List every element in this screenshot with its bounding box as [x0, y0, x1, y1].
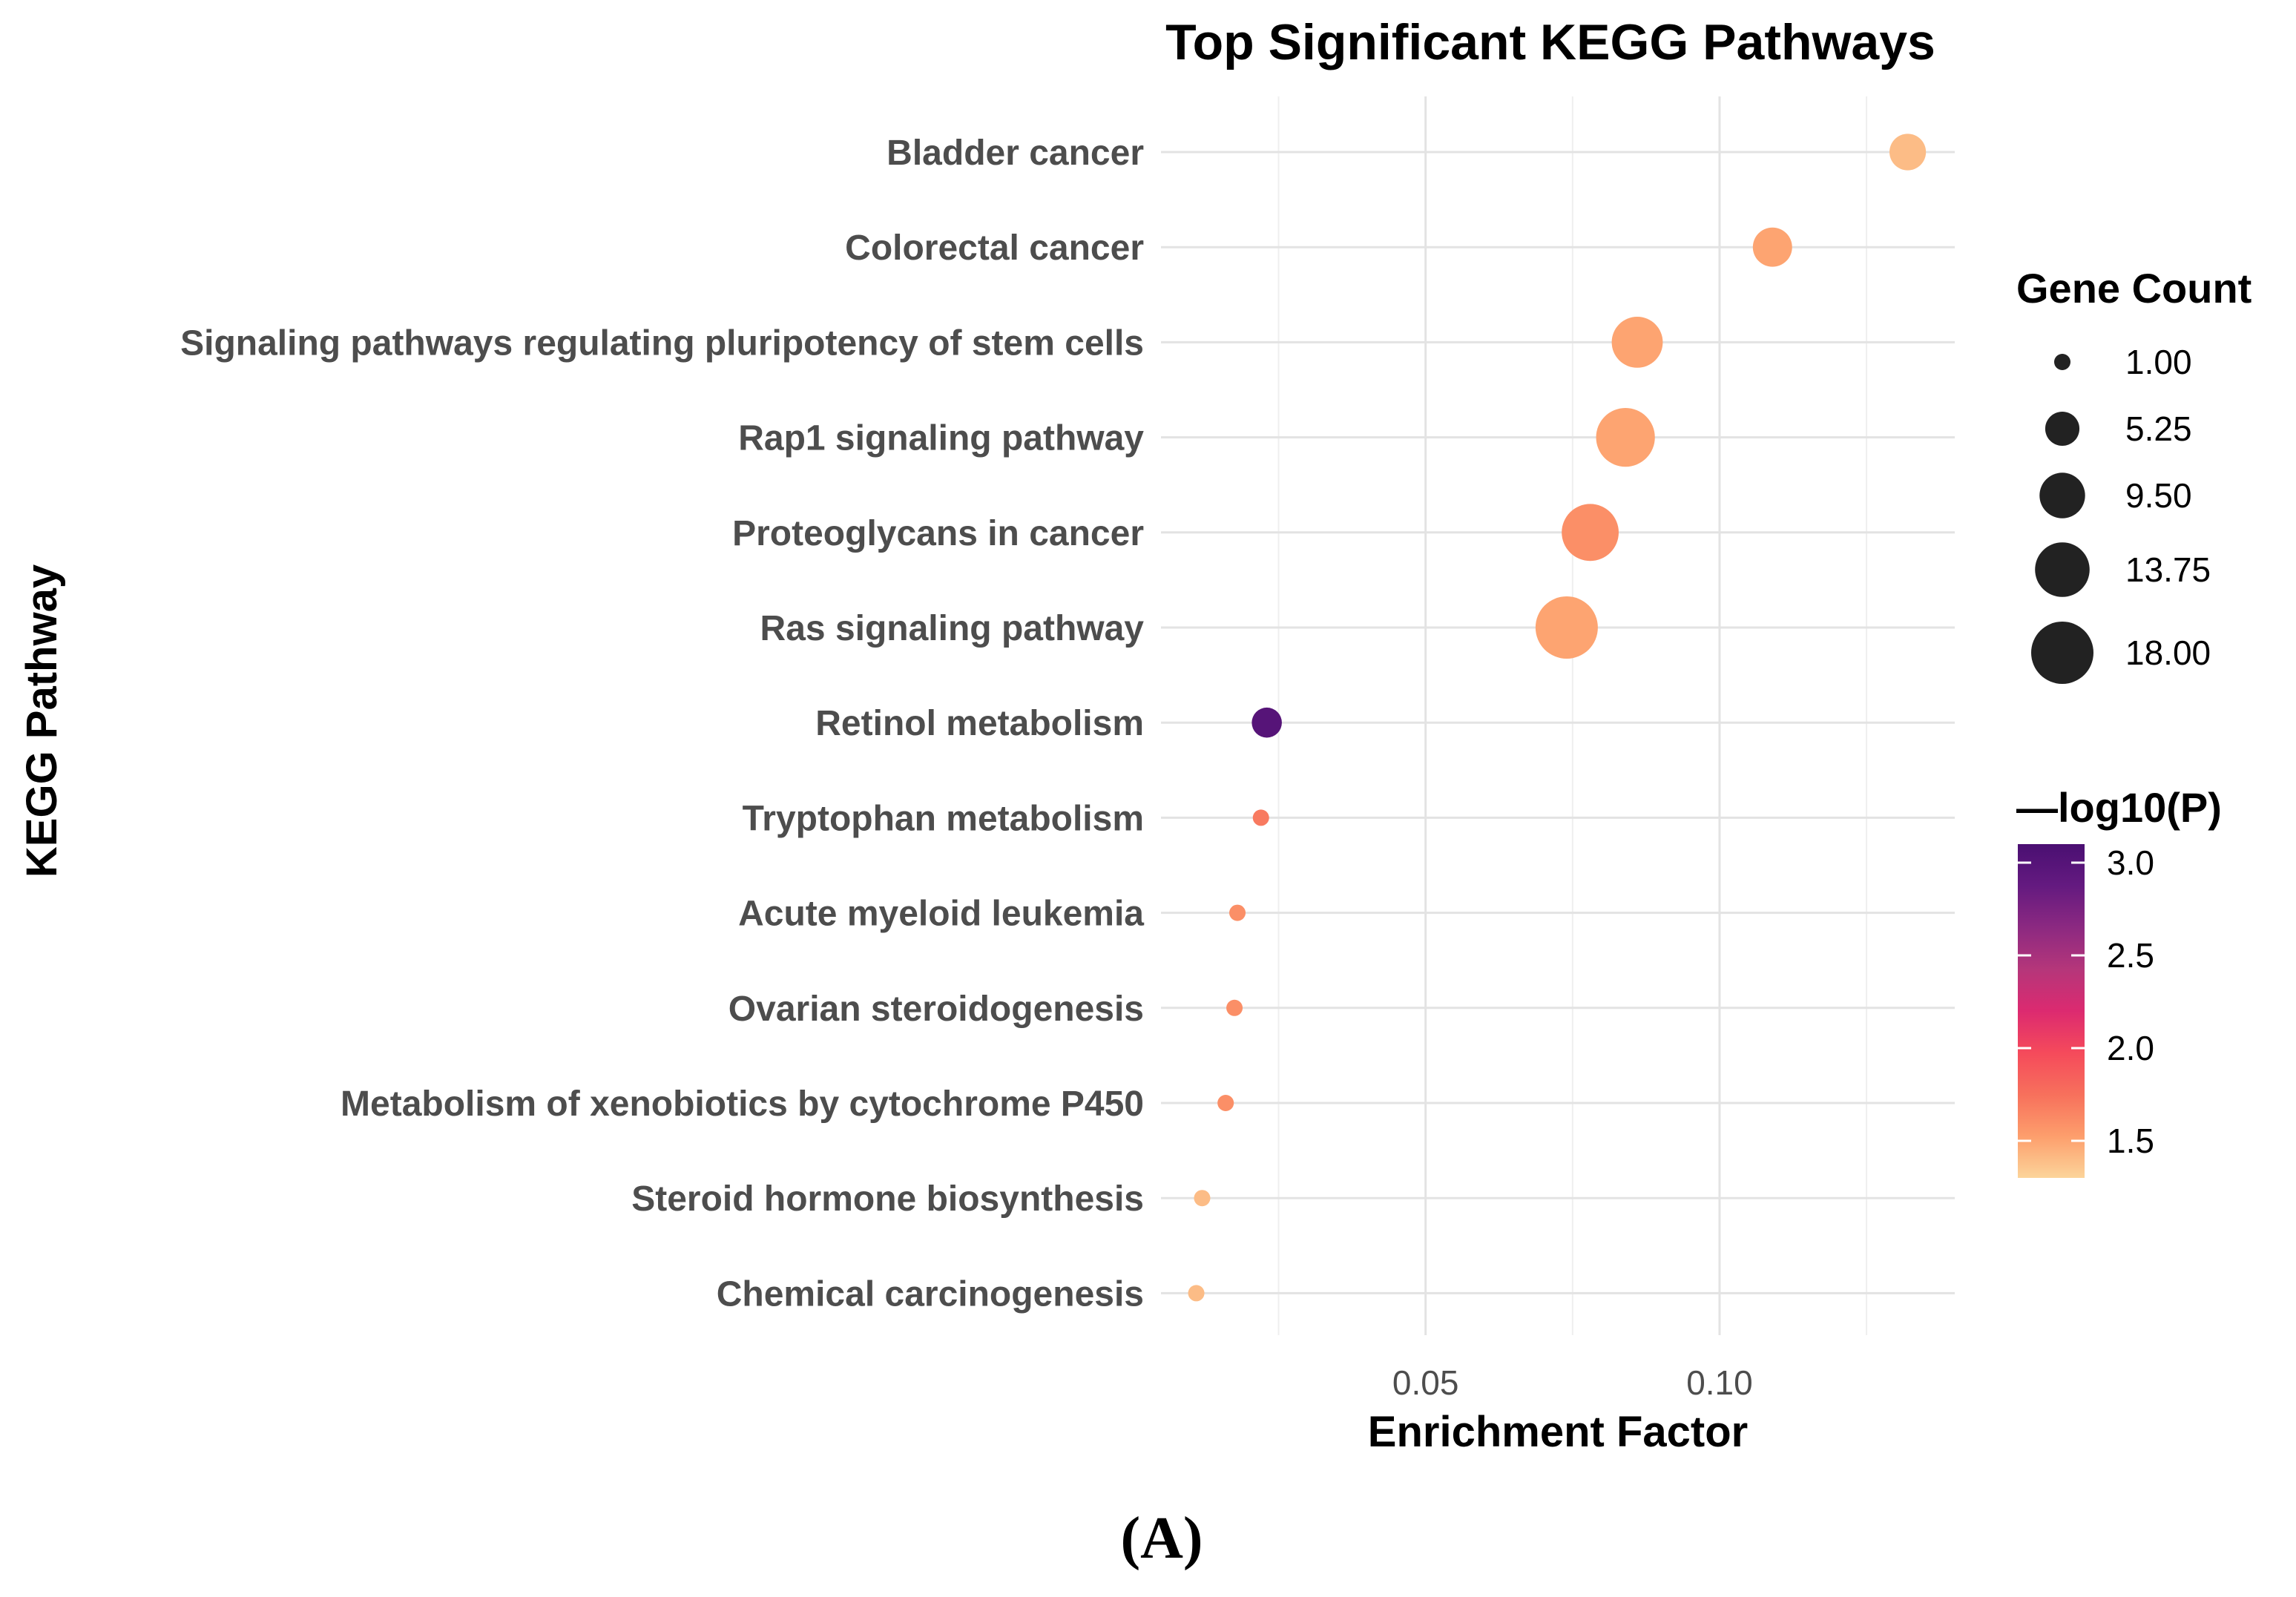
size-legend-label: 5.25 [2125, 409, 2192, 448]
colorbar-tick-label: 1.5 [2107, 1122, 2154, 1160]
grid-layer [1161, 96, 1955, 1335]
y-tick-label: Tryptophan metabolism [743, 799, 1144, 838]
data-point [1889, 134, 1927, 171]
data-points [1188, 134, 1927, 1302]
x-axis-label: Enrichment Factor [1368, 1408, 1748, 1456]
y-tick-label: Rap1 signaling pathway [738, 419, 1144, 458]
data-point [1226, 999, 1243, 1016]
x-tick-label: 0.10 [1686, 1363, 1753, 1402]
data-point [1535, 596, 1598, 659]
colorbar-tick-label: 2.0 [2107, 1029, 2154, 1067]
data-point [1611, 316, 1663, 368]
data-point [1229, 904, 1246, 921]
panel-label: (A) [1120, 1506, 1203, 1571]
colorbar-tick-label: 2.5 [2107, 936, 2154, 975]
data-point [1217, 1095, 1234, 1111]
x-tick-label: 0.05 [1392, 1363, 1459, 1402]
size-legend-key [2054, 354, 2070, 370]
size-legend: Gene Count 1.00 5.25 9.50 13.75 18.00 [2016, 265, 2251, 684]
data-point [1562, 504, 1619, 562]
y-tick-label: Metabolism of xenobiotics by cytochrome … [341, 1084, 1144, 1124]
data-point [1188, 1285, 1205, 1302]
color-legend: —log10(P) 3.0 2.5 2.0 1.5 [2016, 784, 2222, 1178]
data-point [1252, 809, 1269, 826]
data-point [1752, 227, 1792, 267]
size-legend-label: 13.75 [2125, 550, 2211, 589]
size-legend-label: 18.00 [2125, 633, 2211, 672]
y-tick-label: Acute myeloid leukemia [738, 895, 1144, 934]
size-legend-title: Gene Count [2016, 265, 2251, 312]
data-point [1596, 407, 1655, 467]
y-tick-label: Chemical carcinogenesis [717, 1274, 1144, 1314]
y-axis-label: KEGG Pathway [18, 564, 66, 877]
colorbar [2018, 844, 2085, 1178]
chart-title: Top Significant KEGG Pathways [1165, 14, 1935, 70]
y-tick-label: Proteoglycans in cancer [732, 514, 1144, 553]
x-tick-labels: 0.05 0.10 [1392, 1363, 1753, 1402]
size-legend-label: 9.50 [2125, 476, 2192, 515]
colorbar-tick-label: 3.0 [2107, 843, 2154, 882]
color-legend-title: —log10(P) [2016, 784, 2222, 831]
size-legend-key [2035, 542, 2090, 597]
size-legend-key [2039, 472, 2085, 518]
size-legend-key [2045, 411, 2080, 447]
size-legend-key [2031, 622, 2093, 684]
data-point [1251, 707, 1282, 738]
y-tick-label: Steroid hormone biosynthesis [631, 1179, 1144, 1219]
y-tick-label: Ovarian steroidogenesis [728, 990, 1144, 1029]
y-tick-label: Signaling pathways regulating pluripoten… [180, 323, 1144, 363]
size-legend-label: 1.00 [2125, 343, 2192, 381]
y-tick-label: Bladder cancer [887, 134, 1144, 173]
data-point [1194, 1190, 1211, 1207]
y-tick-label: Ras signaling pathway [760, 609, 1145, 648]
y-tick-label: Retinol metabolism [815, 704, 1144, 743]
y-tick-label: Colorectal cancer [845, 228, 1144, 268]
y-tick-labels: Bladder cancer Colorectal cancer Signaling… [180, 134, 1144, 1314]
